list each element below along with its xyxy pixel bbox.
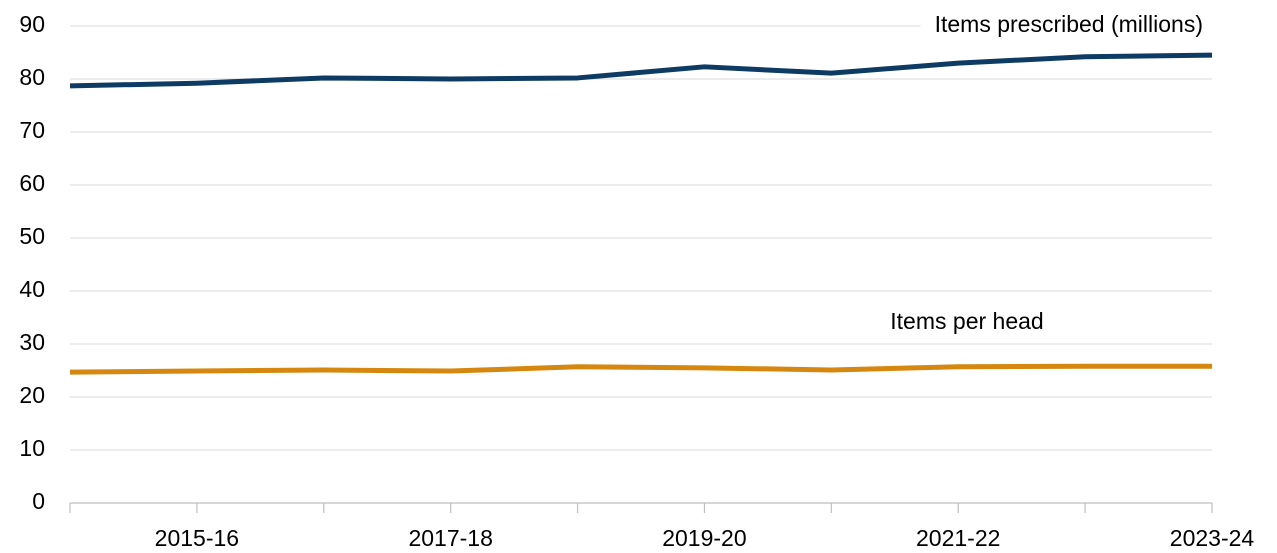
x-tick-label: 2021-22 — [916, 525, 1000, 551]
x-tick-label: 2019-20 — [662, 525, 746, 551]
label-background — [920, 5, 1217, 44]
series-line — [69, 52, 1213, 89]
y-tick-label: 0 — [32, 488, 45, 514]
y-tick-label: 20 — [19, 382, 45, 408]
series-line — [69, 363, 1212, 375]
label-background — [876, 302, 1058, 341]
series-label: Items prescribed (millions) — [935, 11, 1203, 37]
y-tick-label: 60 — [19, 170, 45, 196]
y-tick-label: 50 — [19, 223, 45, 249]
y-tick-label: 90 — [19, 11, 45, 37]
y-tick-label: 10 — [19, 435, 45, 461]
x-tick-label: 2015-16 — [155, 525, 239, 551]
series-label: Items per head — [890, 308, 1043, 334]
y-tick-label: 30 — [19, 329, 45, 355]
y-tick-label: 40 — [19, 276, 45, 302]
x-tick-label: 2017-18 — [408, 525, 492, 551]
x-tick-label: 2023-24 — [1170, 525, 1255, 551]
y-tick-label: 80 — [19, 64, 45, 90]
y-tick-label: 70 — [19, 117, 45, 143]
